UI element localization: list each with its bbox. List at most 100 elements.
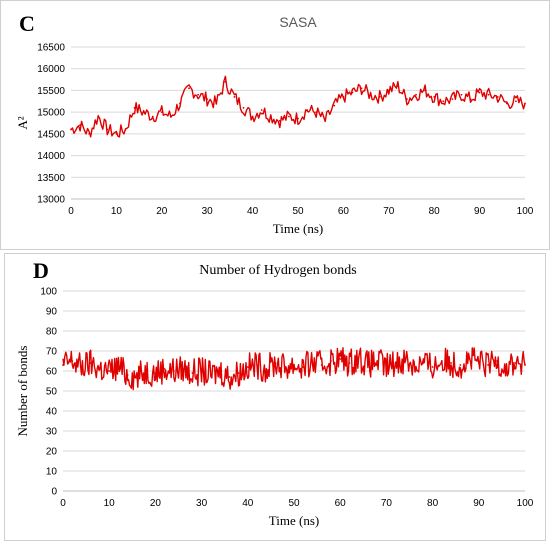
hbond-data-point bbox=[293, 364, 295, 366]
sasa-data-point bbox=[233, 96, 236, 98]
sasa-y-tick-label: 14000 bbox=[37, 151, 65, 162]
sasa-chart: 13000 13500 14000 14500 15000 15500 16000 16500… bbox=[15, 11, 534, 236]
hbond-data-point bbox=[89, 362, 92, 364]
hbond-data-point bbox=[376, 360, 379, 362]
hbond-y-tick-label: 0 bbox=[51, 487, 57, 498]
sasa-x-tick-label: 50 bbox=[292, 206, 304, 217]
hbond-data-point bbox=[274, 362, 277, 364]
hbond-data-point bbox=[385, 366, 388, 368]
hbond-data-point bbox=[136, 376, 138, 378]
sasa-x-tick-label: 80 bbox=[429, 206, 441, 217]
sasa-data-point bbox=[424, 89, 427, 92]
sasa-data-point bbox=[297, 117, 299, 120]
sasa-data-point bbox=[324, 119, 327, 122]
sasa-data-point bbox=[524, 102, 526, 105]
hbond-data-point bbox=[219, 370, 221, 372]
hbond-data-point bbox=[62, 364, 64, 366]
sasa-data-point bbox=[406, 98, 408, 101]
sasa-x-tick-label: 70 bbox=[383, 206, 395, 217]
sasa-data-point bbox=[197, 93, 200, 96]
hbond-data-point bbox=[403, 358, 406, 360]
hbond-data-point bbox=[487, 364, 489, 366]
hbond-data-point bbox=[477, 362, 480, 364]
hbond-data-point bbox=[440, 360, 443, 362]
sasa-x-tick-label: 40 bbox=[247, 206, 259, 217]
hbond-panel-letter: D bbox=[33, 258, 49, 283]
sasa-y-tick-label: 13500 bbox=[37, 173, 65, 184]
sasa-data-point bbox=[442, 100, 445, 103]
hbond-data-point bbox=[468, 358, 471, 360]
hbond-data-point bbox=[237, 372, 240, 374]
sasa-data-point bbox=[360, 87, 363, 90]
sasa-y-axis-title: A² bbox=[15, 116, 30, 129]
sasa-data-point bbox=[496, 96, 499, 98]
hbond-x-tick-label: 70 bbox=[381, 498, 393, 509]
hbond-y-axis-title: Number of bonds bbox=[15, 346, 30, 437]
sasa-x-tick-label: 90 bbox=[474, 206, 486, 217]
hbond-data-point bbox=[514, 362, 517, 364]
sasa-data-point bbox=[351, 91, 354, 94]
hbond-x-tick-label: 30 bbox=[196, 498, 208, 509]
hbond-y-tick-label: 40 bbox=[46, 407, 58, 418]
hbond-x-tick-label: 40 bbox=[242, 498, 254, 509]
sasa-data-point bbox=[260, 109, 263, 111]
sasa-data-point bbox=[160, 111, 163, 114]
hbond-data-point bbox=[283, 366, 286, 368]
sasa-data-point bbox=[315, 111, 318, 114]
hbond-data-point bbox=[422, 362, 425, 364]
hbond-y-tick-label: 10 bbox=[46, 467, 58, 478]
sasa-data-point bbox=[151, 115, 154, 118]
sasa-data-point bbox=[505, 102, 508, 105]
sasa-y-tick-label: 13000 bbox=[37, 195, 65, 206]
sasa-data-point bbox=[79, 124, 81, 127]
sasa-data-point bbox=[215, 102, 218, 105]
hbond-data-point bbox=[200, 370, 203, 372]
sasa-data-point bbox=[369, 93, 372, 96]
sasa-data-point bbox=[433, 96, 436, 98]
sasa-data-point bbox=[469, 98, 472, 101]
hbond-y-tick-label: 60 bbox=[46, 367, 58, 378]
hbond-x-tick-label: 60 bbox=[335, 498, 347, 509]
hbond-data-point bbox=[154, 372, 157, 374]
hbond-data-point bbox=[99, 368, 101, 370]
hbond-x-tick-label: 100 bbox=[517, 498, 534, 509]
sasa-x-tick-label: 60 bbox=[338, 206, 350, 217]
hbond-data-point bbox=[413, 364, 416, 366]
hbond-y-tick-label: 90 bbox=[46, 307, 58, 318]
sasa-data-point bbox=[115, 132, 118, 135]
hbond-y-tick-label: 80 bbox=[46, 327, 58, 338]
hbond-data-point bbox=[330, 360, 332, 362]
sasa-data-point bbox=[415, 93, 417, 96]
hbond-data-point bbox=[431, 366, 434, 368]
sasa-data-point bbox=[124, 128, 127, 131]
sasa-data-point bbox=[278, 119, 281, 122]
hbond-data-point bbox=[265, 368, 268, 370]
sasa-data-point bbox=[378, 96, 381, 98]
hbond-data-point bbox=[191, 372, 194, 374]
hbond-data-point bbox=[348, 362, 351, 364]
sasa-data-point bbox=[487, 93, 490, 96]
sasa-data-point bbox=[224, 80, 227, 83]
hbond-data-point bbox=[172, 370, 175, 372]
hbond-y-tick-label: 20 bbox=[46, 447, 58, 458]
hbond-y-tick-label: 100 bbox=[40, 287, 57, 298]
hbond-data-point bbox=[496, 360, 499, 362]
hbond-data-point bbox=[394, 362, 397, 364]
sasa-x-tick-label: 100 bbox=[517, 206, 534, 217]
sasa-data-point bbox=[288, 115, 290, 118]
hbond-x-tick-label: 10 bbox=[104, 498, 116, 509]
hbond-data-point bbox=[302, 366, 305, 368]
hbond-y-tick-label: 70 bbox=[46, 347, 58, 358]
hbond-x-tick-label: 50 bbox=[288, 498, 300, 509]
sasa-y-tick-label: 16000 bbox=[37, 64, 65, 75]
hbond-data-point bbox=[339, 358, 342, 360]
sasa-chart-title: SASA bbox=[279, 14, 317, 30]
hbond-data-point bbox=[163, 368, 166, 370]
hbond-x-axis-title: Time (ns) bbox=[269, 513, 319, 528]
sasa-data-point bbox=[269, 115, 272, 118]
hbond-data-point bbox=[209, 374, 212, 376]
hbond-data-point bbox=[256, 364, 258, 366]
hbond-data-point bbox=[357, 356, 360, 358]
hbond-chart: 0 10 20 30 40 50 60 70 80 90 100 0 10 20 30 40 50 60 70 80 9… bbox=[15, 258, 534, 528]
sasa-data-point bbox=[179, 102, 181, 105]
